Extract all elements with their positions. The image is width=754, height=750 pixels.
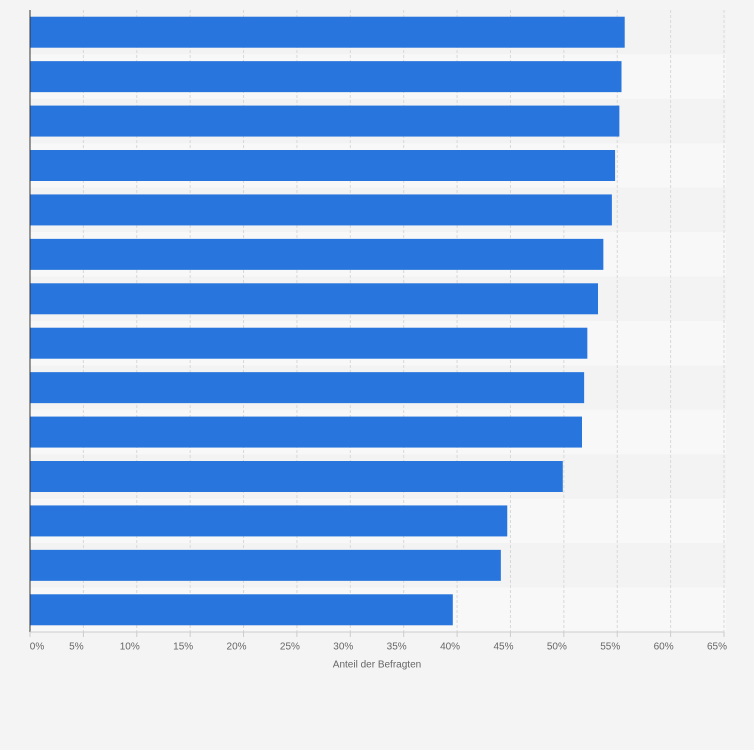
bar [30,238,604,270]
x-tick-label: 35% [387,642,407,653]
x-tick-label: 20% [227,642,247,653]
bar [30,416,582,448]
bar [30,594,453,626]
bar [30,372,585,404]
bar [30,505,508,537]
bar [30,16,625,48]
stripes [30,10,726,632]
x-tick-label: 50% [547,642,567,653]
x-tick-label: 60% [654,642,674,653]
x-tick-label: 30% [333,642,353,653]
x-tick-label: 15% [173,642,193,653]
x-tick-label: 25% [280,642,300,653]
bar [30,461,563,492]
x-tick-label: 0% [30,642,45,653]
x-tick-label: 10% [120,642,140,653]
x-tick-label: 45% [493,642,513,653]
x-tick-label: 40% [440,642,460,653]
bar [30,150,616,181]
x-tick-label: 55% [600,642,620,653]
x-tick-label: 65% [707,642,727,653]
x-axis-label: Anteil der Befragten [333,660,421,671]
bar [30,194,612,226]
bar [30,327,588,359]
bar [30,283,599,315]
x-tick-label: 5% [69,642,84,653]
bar [30,549,501,581]
bar [30,105,620,137]
bar [30,61,622,93]
